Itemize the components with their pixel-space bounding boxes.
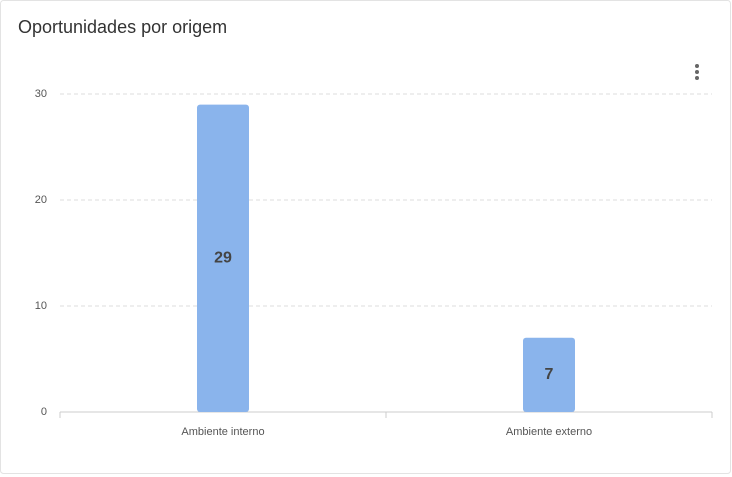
data-label: 7: [545, 366, 554, 383]
bar: [197, 104, 249, 412]
menu-dot: [695, 70, 699, 74]
y-tick-label: 0: [41, 406, 47, 418]
menu-dot: [695, 64, 699, 68]
y-tick-label: 30: [35, 88, 47, 100]
menu-dot: [695, 76, 699, 80]
menu-button[interactable]: [695, 64, 699, 80]
data-label: 29: [214, 250, 232, 267]
y-tick-label: 10: [35, 300, 47, 312]
bar: [523, 337, 575, 412]
x-tick-label: Ambiente externo: [506, 426, 592, 438]
x-tick-label: Ambiente interno: [181, 426, 264, 438]
chart-title: Oportunidades por origem: [18, 17, 227, 37]
y-tick-label: 20: [35, 194, 47, 206]
